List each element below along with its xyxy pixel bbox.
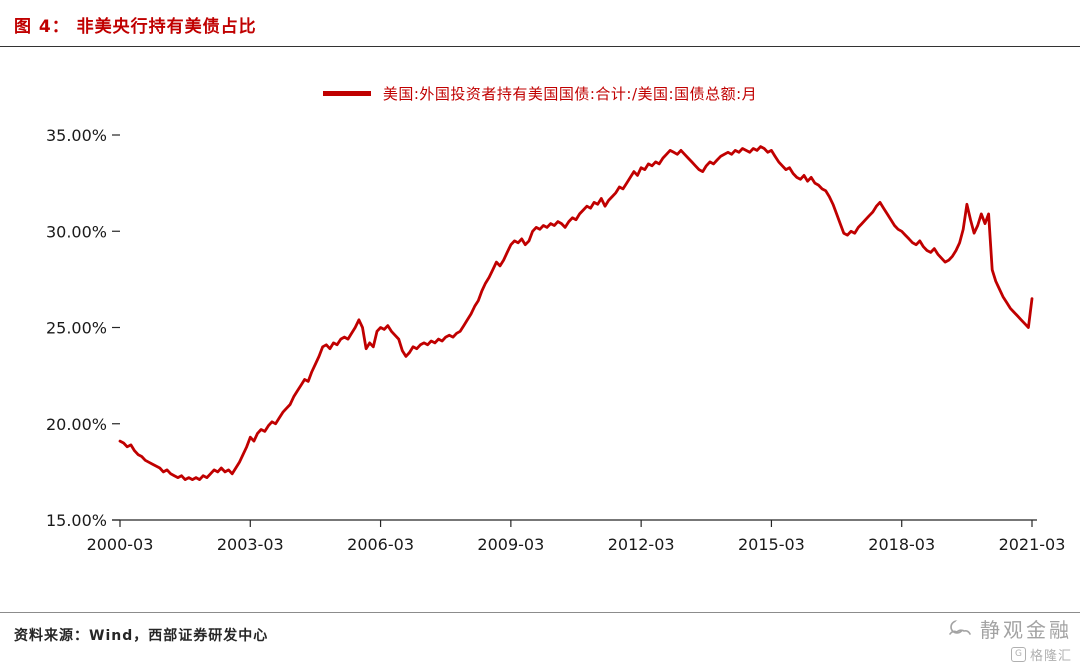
svg-text:25.00%: 25.00% xyxy=(46,319,107,338)
legend-line-swatch xyxy=(322,91,371,96)
data-source-note: 资料来源：Wind，西部证券研发中心 xyxy=(14,628,269,644)
svg-text:30.00%: 30.00% xyxy=(46,222,107,241)
watermark-primary-text: 静观金融 xyxy=(980,618,1072,642)
chart-area: 15.00% 20.00% 25.00% 30.00% 35.00% 2000-03 200… xyxy=(0,110,1080,559)
svg-text:2009-03: 2009-03 xyxy=(477,535,544,554)
svg-text:2018-03: 2018-03 xyxy=(868,535,935,554)
watermark-jingguan-jinrong: 静观金融 xyxy=(946,614,1072,643)
legend-series-label: 美国:外国投资者持有美国国债:合计:/美国:国债总额:月 xyxy=(382,85,758,103)
svg-text:2000-03: 2000-03 xyxy=(87,535,154,554)
moon-cloud-icon xyxy=(949,619,971,635)
svg-text:2012-03: 2012-03 xyxy=(608,535,675,554)
svg-text:15.00%: 15.00% xyxy=(46,511,107,530)
svg-text:2006-03: 2006-03 xyxy=(347,535,414,554)
figure-header: 图 4： 非美央行持有美债占比 xyxy=(0,0,1080,47)
watermark-block: 静观金融 G 格隆汇 xyxy=(946,614,1072,664)
line-chart: 15.00% 20.00% 25.00% 30.00% 35.00% 2000-03 200… xyxy=(46,126,1066,554)
figure-footer: 资料来源：Wind，西部证券研发中心 xyxy=(0,612,1080,645)
figure-title: 图 4： 非美央行持有美债占比 xyxy=(14,17,257,37)
svg-text:2003-03: 2003-03 xyxy=(217,535,284,554)
watermark-secondary-text: 格隆汇 xyxy=(1029,649,1072,664)
svg-text:35.00%: 35.00% xyxy=(46,126,107,145)
gelonghui-logo-icon: G xyxy=(1010,647,1026,662)
watermark-gelonghui: G 格隆汇 xyxy=(1010,645,1072,664)
svg-text:20.00%: 20.00% xyxy=(46,415,107,434)
chart-legend: 美国:外国投资者持有美国国债:合计:/美国:国债总额:月 xyxy=(0,83,1080,104)
svg-text:2021-03: 2021-03 xyxy=(999,535,1066,554)
svg-text:2015-03: 2015-03 xyxy=(738,535,805,554)
